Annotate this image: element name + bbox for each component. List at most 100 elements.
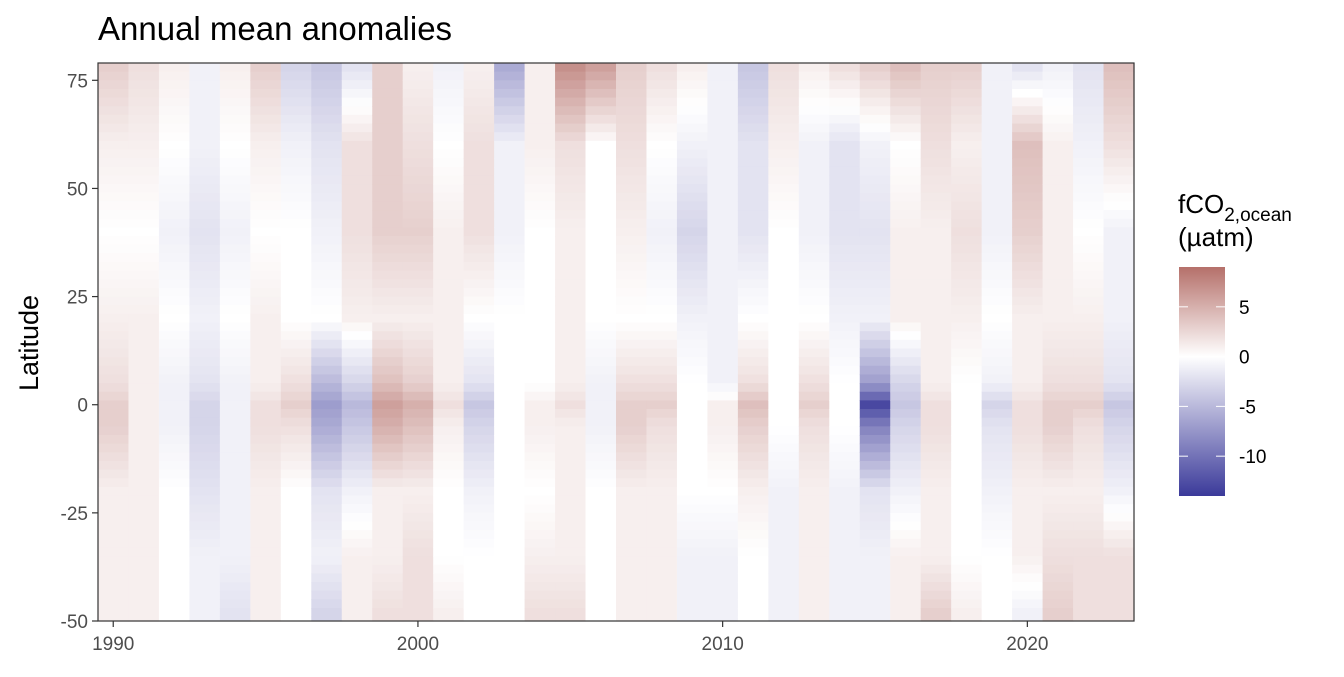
- heatmap-cell: [890, 253, 922, 263]
- heatmap-cell: [311, 339, 343, 350]
- heatmap-cell: [646, 80, 678, 90]
- heatmap-cell: [311, 469, 343, 479]
- heatmap-cell: [433, 495, 465, 505]
- heatmap-cell: [1012, 478, 1044, 488]
- heatmap-cell: [372, 521, 404, 531]
- heatmap-cell: [494, 339, 526, 350]
- heatmap-cell: [372, 253, 404, 263]
- heatmap-cell: [158, 97, 191, 107]
- heatmap-cell: [280, 556, 312, 566]
- heatmap-cell: [433, 236, 465, 246]
- heatmap-cell: [768, 538, 800, 549]
- heatmap-cell: [768, 512, 800, 523]
- heatmap-cell: [158, 123, 191, 133]
- heatmap-cell: [951, 391, 983, 401]
- heatmap-cell: [280, 296, 312, 306]
- heatmap-cell: [798, 469, 830, 479]
- heatmap-cell: [707, 261, 739, 272]
- heatmap-cell: [402, 391, 434, 401]
- heatmap-cell: [737, 184, 769, 194]
- heatmap-cell: [555, 348, 587, 358]
- heatmap-cell: [250, 218, 282, 228]
- heatmap-cell: [98, 106, 130, 116]
- heatmap-cell: [981, 547, 1013, 557]
- heatmap-cell: [981, 322, 1013, 332]
- heatmap-cell: [311, 452, 343, 462]
- heatmap-cell: [433, 383, 465, 393]
- heatmap-cell: [98, 279, 130, 289]
- heatmap-cell: [219, 296, 251, 306]
- heatmap-cell: [646, 452, 678, 462]
- heatmap-cell: [1103, 435, 1135, 445]
- heatmap-cell: [646, 339, 678, 350]
- heatmap-cell: [676, 149, 709, 159]
- heatmap-cell: [311, 582, 343, 592]
- heatmap-cell: [280, 175, 312, 185]
- heatmap-cell: [585, 279, 617, 289]
- heatmap-cell: [1042, 244, 1074, 254]
- heatmap-cell: [859, 227, 891, 237]
- heatmap-cell: [219, 426, 251, 436]
- heatmap-cell: [768, 460, 800, 471]
- heatmap-cell: [280, 357, 312, 367]
- heatmap-cell: [859, 166, 891, 177]
- heatmap-cell: [676, 435, 709, 445]
- heatmap-cell: [737, 140, 769, 151]
- heatmap-cell: [798, 158, 830, 168]
- heatmap-cell: [829, 201, 861, 211]
- heatmap-cell: [707, 409, 739, 419]
- heatmap-cell: [250, 417, 282, 427]
- heatmap-cell: [1103, 279, 1135, 289]
- heatmap-cell: [250, 123, 282, 133]
- heatmap-cell: [920, 521, 952, 531]
- heatmap-cell: [1073, 417, 1105, 427]
- heatmap-cell: [829, 383, 861, 393]
- heatmap-cell: [798, 184, 830, 194]
- heatmap-cell: [1012, 590, 1044, 600]
- heatmap-cell: [859, 313, 891, 324]
- heatmap-cell: [707, 391, 739, 401]
- heatmap-cell: [859, 538, 891, 549]
- heatmap-cell: [859, 158, 891, 168]
- heatmap-cell: [494, 460, 526, 471]
- heatmap-cell: [494, 80, 526, 90]
- heatmap-cell: [768, 495, 800, 505]
- heatmap-cell: [859, 261, 891, 272]
- heatmap-cell: [1012, 564, 1044, 575]
- heatmap-cell: [433, 365, 465, 376]
- heatmap-cell: [585, 114, 617, 125]
- heatmap-cell: [829, 305, 861, 315]
- heatmap-cell: [585, 244, 617, 254]
- heatmap-cell: [341, 573, 373, 583]
- heatmap-cell: [768, 409, 800, 419]
- heatmap-cell: [311, 417, 343, 427]
- heatmap-cell: [98, 166, 130, 177]
- heatmap-cell: [829, 313, 861, 324]
- heatmap-cell: [555, 616, 587, 622]
- heatmap-cell: [555, 270, 587, 280]
- heatmap-cell: [981, 495, 1013, 505]
- heatmap-cell: [1103, 244, 1135, 254]
- heatmap-cell: [1073, 409, 1105, 419]
- heatmap-cell: [158, 590, 191, 600]
- heatmap-cell: [98, 426, 130, 436]
- heatmap-cell: [341, 305, 373, 315]
- heatmap-cell: [524, 504, 556, 514]
- heatmap-cell: [402, 582, 434, 592]
- heatmap-cell: [737, 374, 769, 384]
- heatmap-cell: [280, 201, 312, 211]
- heatmap-cell: [494, 114, 526, 125]
- heatmap-cell: [463, 227, 495, 237]
- heatmap-cell: [219, 374, 251, 384]
- heatmap-cell: [128, 192, 160, 203]
- heatmap-cell: [768, 287, 800, 298]
- heatmap-cell: [524, 556, 556, 566]
- heatmap-cell: [1103, 158, 1135, 168]
- heatmap-cell: [128, 279, 160, 289]
- heatmap-cell: [951, 460, 983, 471]
- heatmap-cell: [676, 417, 709, 427]
- heatmap-cell: [463, 305, 495, 315]
- heatmap-cell: [616, 236, 648, 246]
- heatmap-cell: [189, 556, 221, 566]
- heatmap-cell: [372, 365, 404, 376]
